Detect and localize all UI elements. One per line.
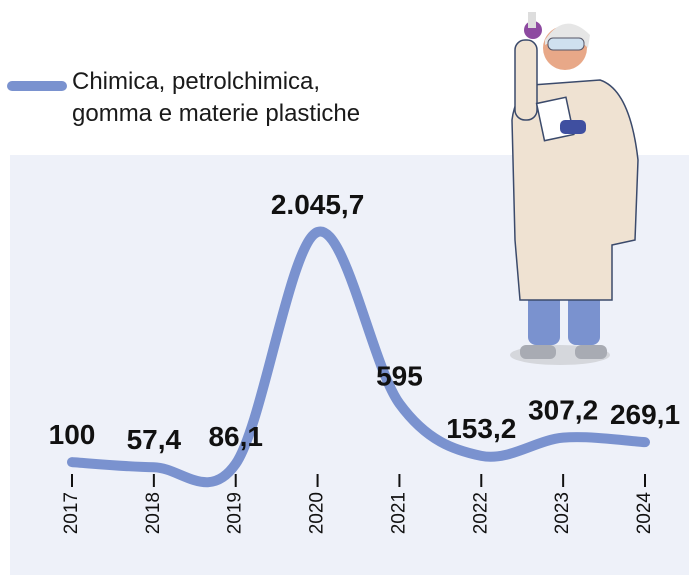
value-label: 86,1 — [208, 421, 263, 452]
x-tick-label: 2019 — [225, 492, 246, 534]
x-tick-label: 2018 — [143, 492, 164, 534]
value-label: 57,4 — [127, 424, 182, 455]
value-label: 307,2 — [528, 395, 598, 426]
value-label: 2.045,7 — [271, 189, 364, 220]
value-label: 269,1 — [610, 399, 680, 430]
x-tick-label: 2021 — [388, 492, 409, 534]
legend-label: Chimica, petrolchimica, gomma e materie … — [72, 68, 361, 127]
x-tick-label: 2017 — [61, 492, 82, 534]
value-label: 153,2 — [446, 413, 516, 444]
x-tick-label: 2024 — [634, 492, 655, 535]
scientist-illustration — [510, 12, 639, 365]
x-tick-label: 2020 — [307, 492, 328, 534]
x-tick-label: 2023 — [552, 492, 573, 534]
x-tick-label: 2022 — [470, 492, 491, 534]
value-label: 100 — [49, 419, 96, 450]
value-label: 595 — [376, 361, 423, 392]
line — [67, 226, 650, 488]
